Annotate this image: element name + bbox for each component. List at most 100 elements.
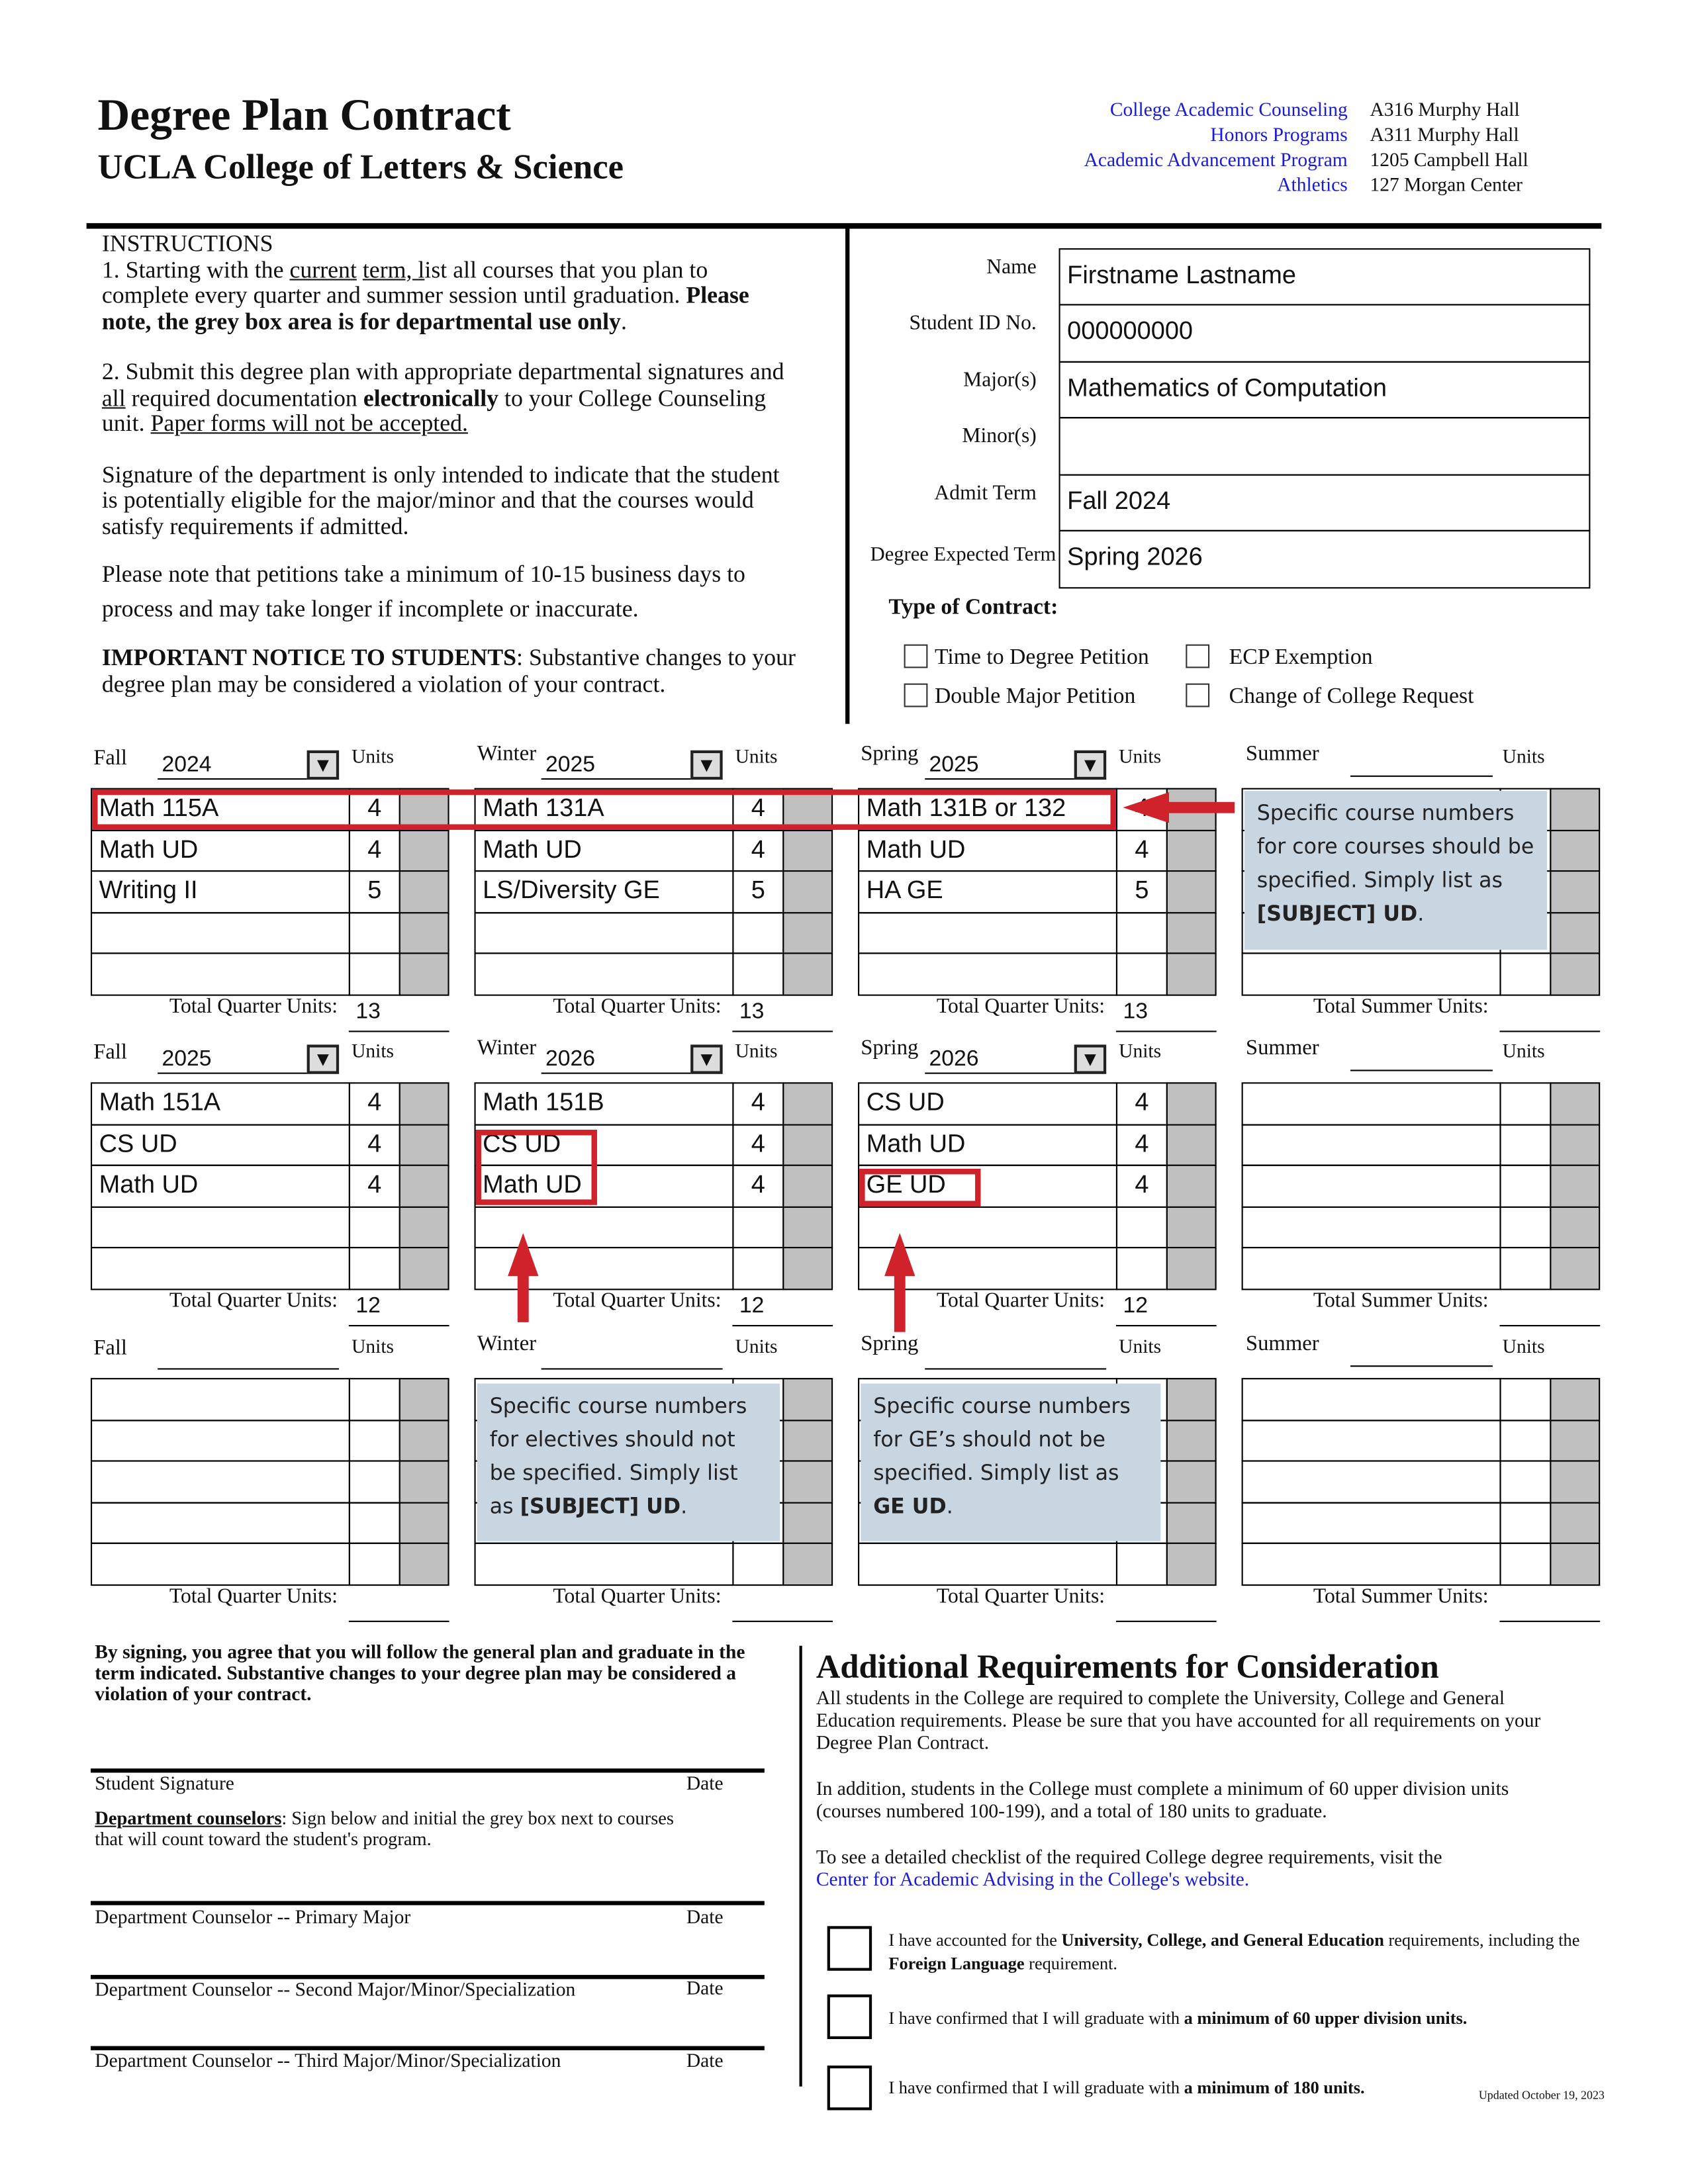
term-year-input[interactable] — [925, 1072, 1107, 1074]
department-initial-box[interactable] — [1550, 870, 1601, 913]
course-units-field[interactable] — [1115, 1247, 1168, 1290]
course-units-field[interactable]: 4 — [1115, 788, 1168, 831]
course-units-field[interactable]: 4 — [732, 1082, 784, 1125]
department-initial-box[interactable] — [1166, 1460, 1217, 1503]
course-name-field[interactable]: Math 115A — [90, 788, 350, 831]
department-initial-box[interactable] — [1550, 1542, 1601, 1586]
course-units-field[interactable] — [1499, 1378, 1552, 1421]
department-initial-box[interactable] — [1166, 1542, 1217, 1586]
department-initial-box[interactable] — [782, 952, 833, 995]
field-input-student-id-no-[interactable]: 000000000 — [1058, 304, 1591, 363]
course-units-field[interactable]: 4 — [732, 1164, 784, 1207]
course-units-field[interactable] — [1499, 1123, 1552, 1166]
course-name-field[interactable] — [90, 1501, 350, 1544]
department-initial-box[interactable] — [782, 1542, 833, 1586]
contact-link[interactable]: Honors Programs — [1210, 125, 1348, 147]
department-initial-box[interactable] — [399, 1419, 449, 1462]
course-units-field[interactable] — [348, 1205, 400, 1249]
total-units-checkbox[interactable] — [827, 2066, 872, 2111]
department-initial-box[interactable] — [1550, 952, 1601, 995]
course-units-field[interactable] — [1115, 1205, 1168, 1249]
department-initial-box[interactable] — [399, 1501, 449, 1544]
department-initial-box[interactable] — [399, 829, 449, 872]
course-name-field[interactable]: CS UD — [858, 1082, 1118, 1125]
department-initial-box[interactable] — [1550, 1247, 1601, 1290]
department-initial-box[interactable] — [1166, 952, 1217, 995]
field-input-major-s-[interactable]: Mathematics of Computation — [1058, 361, 1591, 419]
course-units-field[interactable] — [1499, 1205, 1552, 1249]
department-initial-box[interactable] — [399, 911, 449, 954]
department-initial-box[interactable] — [399, 1082, 449, 1125]
course-units-field[interactable]: 4 — [732, 829, 784, 872]
department-initial-box[interactable] — [782, 1501, 833, 1544]
course-name-field[interactable] — [1241, 1123, 1501, 1166]
course-name-field[interactable] — [858, 1247, 1118, 1290]
department-initial-box[interactable] — [1550, 1419, 1601, 1462]
course-name-field[interactable]: Math UD — [90, 1164, 350, 1207]
course-units-field[interactable] — [732, 911, 784, 954]
term-year-input[interactable] — [541, 778, 723, 780]
course-units-field[interactable] — [732, 1542, 784, 1586]
course-units-field[interactable] — [348, 1542, 400, 1586]
department-initial-box[interactable] — [1166, 1164, 1217, 1207]
course-units-field[interactable] — [1499, 1082, 1552, 1125]
third-counselor-signature-line[interactable] — [90, 2046, 765, 2050]
department-initial-box[interactable] — [782, 1082, 833, 1125]
field-input-admit-term[interactable]: Fall 2024 — [1058, 474, 1591, 531]
department-initial-box[interactable] — [1166, 829, 1217, 872]
course-name-field[interactable] — [858, 1205, 1118, 1249]
department-initial-box[interactable] — [782, 1164, 833, 1207]
course-units-field[interactable]: 5 — [348, 870, 400, 913]
department-initial-box[interactable] — [1166, 1419, 1217, 1462]
field-input-degree-expected-term[interactable]: Spring 2026 — [1058, 529, 1591, 589]
department-initial-box[interactable] — [1166, 1082, 1217, 1125]
summer-term-input[interactable] — [1350, 1365, 1493, 1367]
course-name-field[interactable]: Math UD — [90, 829, 350, 872]
term-year-input[interactable] — [158, 778, 340, 780]
department-initial-box[interactable] — [782, 1460, 833, 1503]
course-name-field[interactable] — [1241, 1247, 1501, 1290]
course-units-field[interactable] — [1499, 1460, 1552, 1503]
course-name-field[interactable] — [474, 911, 734, 954]
course-name-field[interactable]: Math 151A — [90, 1082, 350, 1125]
course-units-field[interactable] — [348, 911, 400, 954]
course-units-field[interactable]: 4 — [1115, 1082, 1168, 1125]
department-initial-box[interactable] — [1550, 1123, 1601, 1166]
summer-term-input[interactable] — [1350, 1069, 1493, 1071]
year-dropdown-chevron-icon[interactable]: ▼ — [1074, 1044, 1107, 1074]
course-name-field[interactable]: HA GE — [858, 870, 1118, 913]
course-units-field[interactable] — [732, 1247, 784, 1290]
department-initial-box[interactable] — [1550, 1082, 1601, 1125]
upper-division-checkbox[interactable] — [827, 1994, 872, 2040]
course-name-field[interactable] — [1241, 1460, 1501, 1503]
department-initial-box[interactable] — [1550, 1378, 1601, 1421]
department-initial-box[interactable] — [399, 1460, 449, 1503]
field-input-minor-s-[interactable] — [1058, 417, 1591, 476]
department-initial-box[interactable] — [782, 870, 833, 913]
course-units-field[interactable]: 4 — [348, 1123, 400, 1166]
course-units-field[interactable] — [348, 1460, 400, 1503]
course-units-field[interactable] — [732, 952, 784, 995]
year-dropdown-chevron-icon[interactable]: ▼ — [306, 750, 340, 780]
course-units-field[interactable]: 4 — [1115, 1164, 1168, 1207]
year-dropdown-chevron-icon[interactable]: ▼ — [690, 1044, 723, 1074]
course-name-field[interactable]: CS UD — [90, 1123, 350, 1166]
course-units-field[interactable] — [348, 952, 400, 995]
course-name-field[interactable] — [90, 1542, 350, 1586]
department-initial-box[interactable] — [1166, 870, 1217, 913]
department-initial-box[interactable] — [1166, 1205, 1217, 1249]
change-of-college-checkbox[interactable] — [1186, 683, 1210, 707]
course-units-field[interactable] — [1499, 1247, 1552, 1290]
course-name-field[interactable] — [474, 952, 734, 995]
course-name-field[interactable] — [1241, 1419, 1501, 1462]
course-name-field[interactable] — [90, 1378, 350, 1421]
course-name-field[interactable] — [858, 911, 1118, 954]
department-initial-box[interactable] — [1166, 1501, 1217, 1544]
course-name-field[interactable]: Writing II — [90, 870, 350, 913]
course-units-field[interactable] — [1499, 952, 1552, 995]
department-initial-box[interactable] — [1166, 788, 1217, 831]
course-units-field[interactable]: 4 — [348, 1082, 400, 1125]
ecp-exemption-checkbox[interactable] — [1186, 644, 1210, 668]
course-name-field[interactable] — [1241, 1542, 1501, 1586]
contact-link[interactable]: Academic Advancement Program — [1084, 150, 1348, 172]
